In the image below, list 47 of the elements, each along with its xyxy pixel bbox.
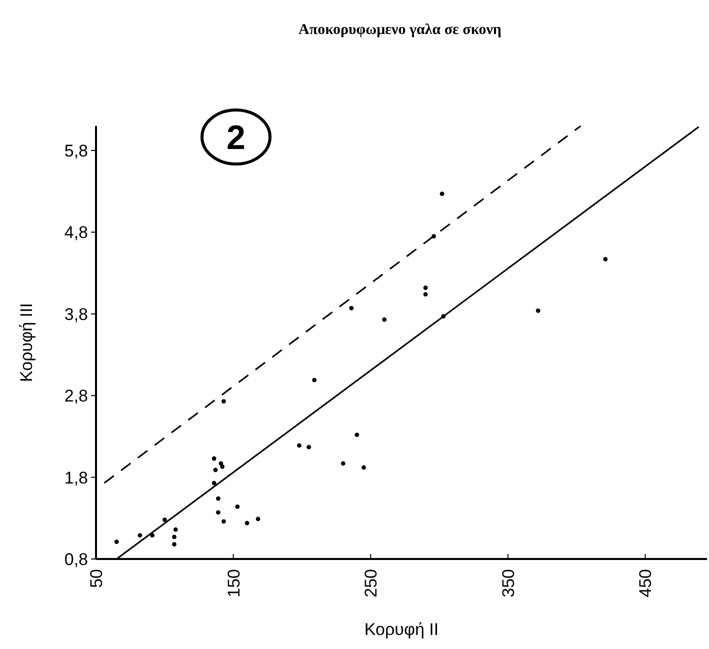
y-axis-title: Κορυφή III	[17, 303, 36, 382]
y-tick-label: 4,8	[64, 223, 88, 242]
point	[235, 504, 240, 509]
y-tick-label: 2,8	[64, 386, 88, 406]
point	[256, 516, 260, 522]
x-tick-label: 50	[87, 569, 106, 588]
point	[306, 444, 312, 450]
point	[221, 519, 226, 524]
point	[213, 468, 218, 472]
point	[162, 518, 167, 522]
point	[423, 292, 428, 296]
point	[349, 306, 354, 310]
point	[216, 510, 220, 515]
y-tick-label: 5,8	[64, 142, 88, 161]
point	[354, 432, 360, 438]
point	[312, 378, 317, 382]
point	[150, 533, 154, 538]
point	[138, 533, 142, 538]
x-tick-label: 250	[362, 569, 381, 598]
y-tick-label: 3,8	[64, 304, 88, 324]
point	[212, 480, 216, 486]
point	[216, 496, 220, 501]
point	[340, 461, 346, 466]
x-tick-label: 450	[636, 569, 656, 598]
point	[172, 542, 176, 546]
x-tick-label: 150	[224, 569, 244, 598]
point	[362, 465, 366, 470]
point	[114, 540, 119, 544]
point	[221, 399, 226, 404]
x-tick-label: 350	[498, 569, 518, 598]
number-badge: 2	[200, 108, 272, 166]
point	[297, 443, 302, 448]
y-tick-label: 0,8	[64, 550, 88, 569]
point	[220, 464, 225, 469]
point	[382, 317, 387, 322]
point	[244, 520, 250, 526]
x-axis-title: Κορυφή II	[364, 620, 439, 639]
annotation: 2	[226, 119, 246, 157]
point	[536, 308, 540, 313]
chart-title: Αποκορυφωμενο γαλα σε σκονη	[298, 22, 502, 38]
point	[212, 456, 216, 461]
point	[173, 527, 178, 532]
point	[440, 192, 444, 196]
point	[603, 256, 608, 262]
y-tick-label: 1,8	[64, 468, 88, 488]
point	[423, 286, 428, 290]
point	[172, 534, 176, 540]
